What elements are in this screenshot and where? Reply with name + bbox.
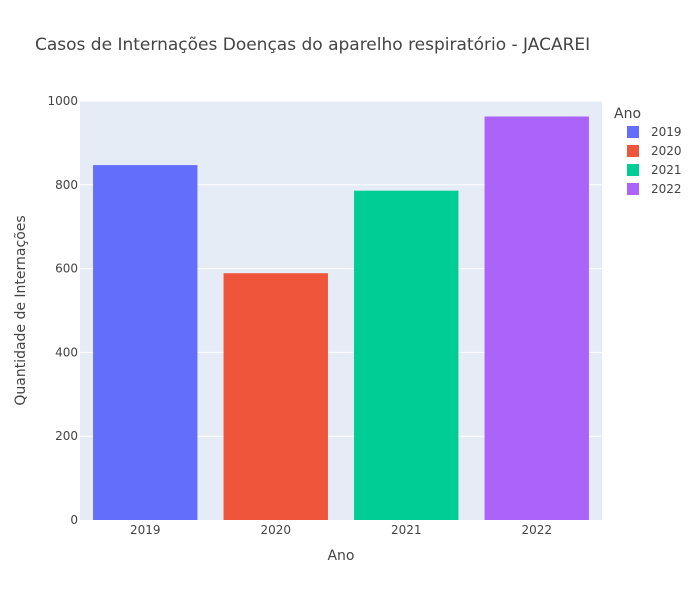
legend-entry-2022: 2022 [651, 182, 682, 196]
x-tick-label: 2019 [130, 523, 161, 537]
legend: Ano 2019 2020 2021 2022 [614, 106, 682, 196]
y-tick-label: 600 [55, 262, 78, 276]
y-tick-label: 800 [55, 178, 78, 192]
legend-entry-2019: 2019 [651, 125, 682, 139]
y-tick-label: 1000 [47, 94, 78, 108]
y-tick-label: 400 [55, 345, 78, 359]
legend-title: Ano [614, 106, 641, 122]
x-axis-title: Ano [327, 548, 354, 564]
bar-2019 [93, 165, 198, 520]
chart-title: Casos de Internações Doenças do aparelho… [35, 35, 590, 55]
legend-swatch-2019 [627, 126, 639, 138]
legend-swatch-2021 [627, 164, 639, 176]
legend-entry-2021: 2021 [651, 163, 682, 177]
y-tick-label: 0 [70, 513, 78, 527]
x-tick-label: 2022 [521, 523, 552, 537]
x-tick-label: 2021 [391, 523, 422, 537]
y-axis-ticks: 0 200 400 600 800 1000 [47, 94, 78, 527]
bar-2022 [484, 116, 589, 521]
legend-swatch-2020 [627, 145, 639, 157]
x-axis-ticks: 2019 2020 2021 2022 [130, 523, 552, 537]
bar-2021 [354, 190, 459, 520]
y-axis-title: Quantidade de Internações [13, 215, 29, 405]
y-tick-label: 200 [55, 429, 78, 443]
legend-entry-2020: 2020 [651, 144, 682, 158]
bar-2020 [223, 273, 328, 520]
legend-swatch-2022 [627, 183, 639, 195]
x-tick-label: 2020 [260, 523, 291, 537]
bars [93, 116, 589, 521]
